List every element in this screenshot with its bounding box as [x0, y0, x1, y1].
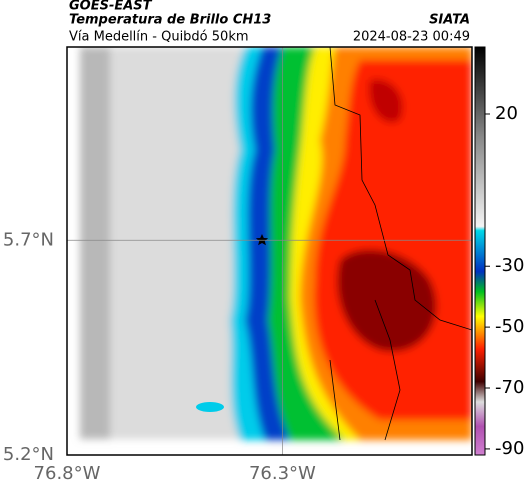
colorbar-tick-label: 20 — [495, 103, 518, 124]
source: GOES-EAST — [69, 0, 153, 14]
colorbar-tick-label: -50 — [495, 316, 524, 337]
colorbar-tick-label: -70 — [495, 377, 524, 398]
colorbar-tick-label: -30 — [495, 255, 524, 276]
location-star — [255, 234, 269, 246]
map-frame — [66, 46, 473, 456]
borders — [329, 47, 472, 441]
credit: SIATA — [429, 13, 470, 28]
imagery — [67, 47, 472, 455]
x-tick-label: 76.8°W — [34, 463, 101, 484]
x-tick-label: 76.3°W — [249, 463, 316, 484]
y-tick-label: 5.2°N — [3, 444, 54, 465]
cloud — [196, 402, 224, 412]
timestamp: 2024-08-23 00:49 — [353, 30, 470, 45]
colorbar — [474, 46, 486, 456]
y-tick-label: 5.7°N — [3, 229, 54, 250]
title: Temperatura de Brillo CH13 — [69, 13, 271, 28]
colorbar-tick-label: -90 — [495, 438, 524, 459]
route: Vía Medellín - Quibdó 50km — [69, 30, 249, 45]
